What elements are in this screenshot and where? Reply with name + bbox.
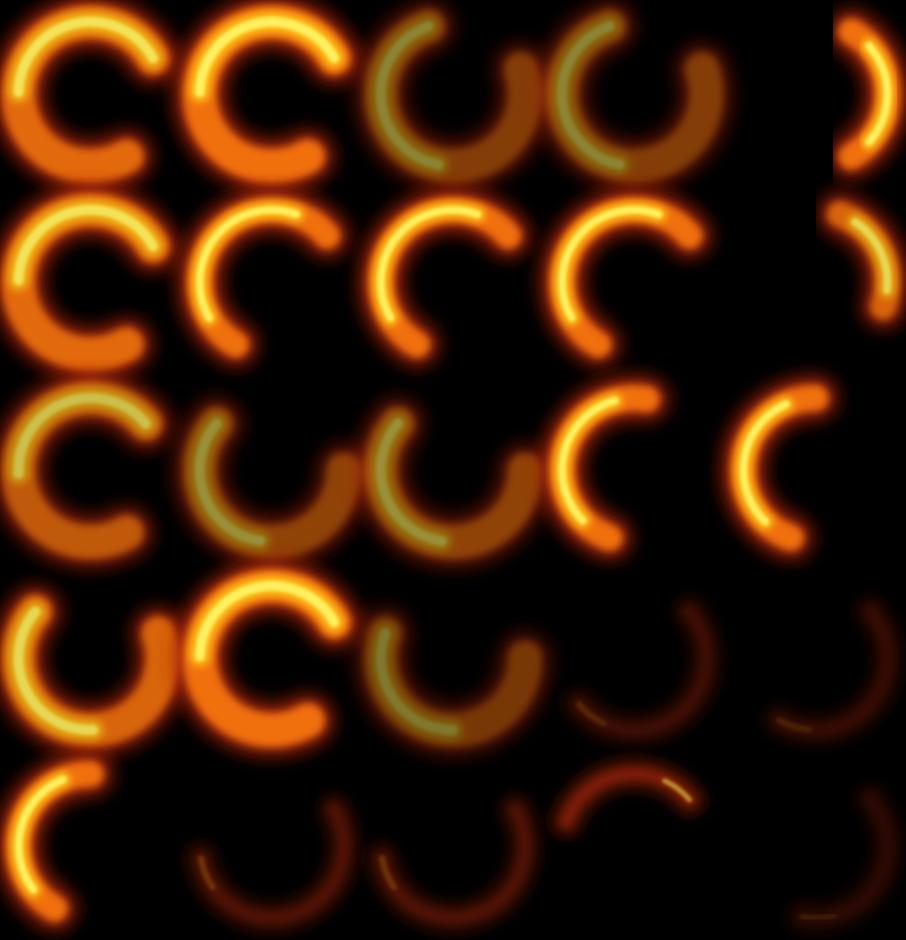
flame-frame-r2c1 (0, 184, 179, 380)
flame-frame-r1c5 (829, 9, 906, 179)
flame-frame-r1c4 (536, 0, 733, 192)
flame-frame-r2c4 (540, 188, 712, 367)
flame-frame-r5c2 (183, 793, 361, 935)
flame-frame-r5c1 (0, 752, 113, 931)
flame-frame-r5c5 (785, 782, 905, 935)
flame-frame-r3c4 (540, 376, 669, 560)
flame-frame-r3c3 (355, 397, 551, 568)
flame-frame-r4c3 (355, 607, 551, 756)
flame-frame-r2c5 (818, 192, 906, 329)
flame-frame-r4c1 (0, 585, 189, 756)
flame-frame-r5c3 (365, 793, 542, 935)
flame-frame-r4c2 (173, 560, 361, 756)
flame-frame-r2c2 (178, 188, 349, 367)
flame-frame-r4c4 (562, 594, 724, 748)
flame-frame-r1c3 (355, 0, 551, 192)
flame-frame-r5c4 (549, 756, 707, 839)
flame-frame-r3c1 (0, 372, 172, 568)
flame-frame-r2c3 (359, 188, 531, 367)
flame-frame-r4c5 (762, 594, 905, 748)
flame-frame-r1c1 (0, 0, 179, 192)
flame-frame-r3c5 (721, 376, 838, 560)
flame-frame-r1c2 (173, 0, 361, 192)
flame-frame-r3c2 (173, 397, 370, 568)
